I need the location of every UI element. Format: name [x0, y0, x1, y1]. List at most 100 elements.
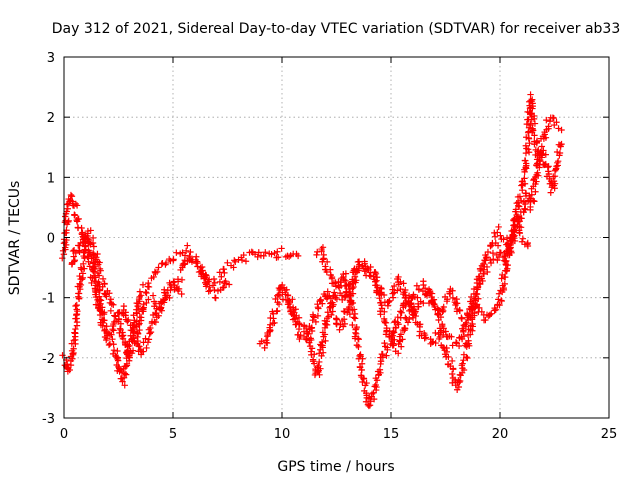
- data-point-marker: [525, 134, 533, 142]
- data-point-marker: [203, 272, 210, 279]
- data-point-marker: [367, 263, 374, 271]
- data-point-marker: [279, 289, 286, 296]
- data-point-marker: [515, 203, 523, 210]
- data-point-marker: [406, 301, 414, 308]
- data-point-marker: [482, 316, 489, 324]
- data-point-marker: [336, 326, 343, 333]
- data-point-marker: [439, 308, 446, 316]
- data-point-marker: [59, 352, 66, 359]
- data-point-marker: [72, 302, 79, 310]
- data-point-marker: [289, 296, 296, 303]
- data-point-marker: [353, 269, 361, 276]
- data-point-marker: [550, 177, 558, 185]
- data-point-marker: [264, 333, 271, 340]
- data-point-marker: [147, 328, 155, 336]
- data-point-marker: [519, 235, 527, 242]
- data-point-marker: [323, 318, 330, 325]
- data-point-marker: [318, 338, 326, 346]
- data-point-marker: [304, 330, 311, 337]
- data-point-marker: [401, 324, 408, 332]
- data-point-marker: [327, 271, 334, 279]
- data-point-marker: [206, 283, 213, 291]
- data-point-marker: [394, 287, 401, 294]
- data-point-marker: [111, 312, 118, 319]
- chart-title: Day 312 of 2021, Sidereal Day-to-day VTE…: [52, 21, 621, 37]
- data-point-marker: [136, 343, 143, 350]
- data-point-marker: [513, 199, 520, 207]
- x-tick-label: 5: [169, 427, 177, 442]
- data-point-marker: [384, 302, 392, 309]
- data-point-marker: [378, 305, 386, 312]
- data-point-marker: [528, 191, 535, 198]
- data-point-marker: [343, 309, 351, 316]
- data-point-marker: [117, 320, 125, 327]
- data-point-marker: [274, 248, 281, 255]
- data-point-marker: [340, 316, 348, 323]
- data-point-marker: [352, 330, 360, 337]
- data-point-marker: [428, 290, 436, 297]
- data-point-marker: [470, 296, 478, 304]
- data-point-marker: [489, 249, 497, 257]
- data-point-marker: [521, 205, 528, 212]
- data-point-marker: [350, 314, 358, 321]
- data-point-marker: [207, 287, 214, 294]
- data-point-marker: [495, 296, 502, 303]
- data-point-marker: [460, 333, 468, 340]
- data-layer: [59, 91, 565, 410]
- data-point-marker: [118, 310, 126, 317]
- data-point-marker: [397, 343, 405, 350]
- data-point-marker: [386, 327, 393, 335]
- data-point-marker: [324, 288, 331, 295]
- data-point-marker: [222, 278, 229, 285]
- data-point-marker: [61, 219, 69, 226]
- y-tick-label: -1: [42, 292, 55, 307]
- data-point-marker: [502, 258, 509, 265]
- data-point-marker: [212, 294, 219, 302]
- data-point-marker: [529, 125, 536, 133]
- data-point-marker: [504, 242, 512, 250]
- data-point-marker: [262, 249, 269, 256]
- data-point-marker: [466, 310, 474, 318]
- data-point-marker: [541, 131, 548, 138]
- data-point-marker: [516, 229, 523, 236]
- data-point-marker: [95, 287, 103, 294]
- data-point-marker: [121, 363, 129, 370]
- data-point-marker: [543, 116, 550, 124]
- data-point-marker: [445, 353, 452, 361]
- data-point-marker: [430, 300, 438, 308]
- data-point-marker: [378, 291, 385, 298]
- data-point-marker: [220, 284, 227, 291]
- data-point-marker: [220, 265, 228, 273]
- data-point-marker: [390, 282, 398, 290]
- data-point-marker: [318, 342, 325, 349]
- data-point-marker: [108, 331, 115, 338]
- data-point-marker: [107, 307, 115, 315]
- data-point-marker: [404, 319, 412, 326]
- data-point-marker: [478, 275, 485, 282]
- data-point-marker: [498, 297, 505, 305]
- data-point-marker: [142, 288, 149, 296]
- data-point-marker: [413, 282, 421, 289]
- data-point-marker: [99, 283, 106, 291]
- data-point-marker: [328, 311, 335, 319]
- data-point-marker: [341, 320, 349, 328]
- data-point-marker: [358, 366, 365, 374]
- data-point-marker: [435, 311, 442, 319]
- data-point-marker: [67, 357, 75, 365]
- data-point-marker: [455, 377, 462, 384]
- data-point-marker: [63, 208, 70, 215]
- data-point-marker: [545, 125, 552, 132]
- data-point-marker: [218, 273, 225, 280]
- data-point-marker: [138, 348, 146, 355]
- data-point-marker: [373, 274, 381, 281]
- data-point-marker: [363, 379, 370, 387]
- data-point-marker: [355, 343, 362, 351]
- data-point-marker: [292, 315, 299, 322]
- data-point-marker: [87, 227, 94, 234]
- data-point-marker: [128, 349, 136, 357]
- data-point-marker: [359, 378, 366, 386]
- data-point-marker: [521, 175, 528, 182]
- data-point-marker: [110, 301, 117, 308]
- data-point-marker: [153, 268, 161, 276]
